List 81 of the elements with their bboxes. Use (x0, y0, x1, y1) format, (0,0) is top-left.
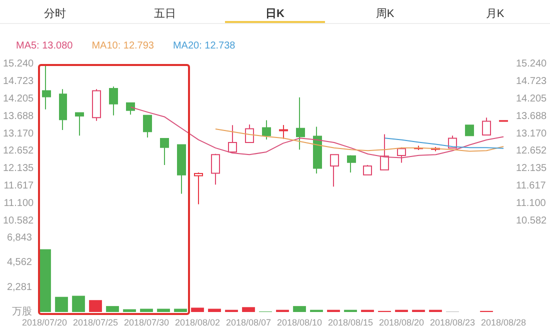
candlestick (143, 114, 152, 138)
candlestick (262, 120, 271, 140)
y-tick-label: 4,562 (6, 257, 32, 268)
y2-tick-label: 11.100 (516, 198, 546, 210)
y2-tick-label: 12.135 (516, 163, 548, 174)
y-tick-label: 6,843 (6, 232, 32, 244)
bar (140, 308, 153, 312)
candlestick (482, 117, 491, 136)
bar (293, 306, 306, 312)
x-tick-label: 2018/08/20 (378, 318, 424, 328)
bar (106, 306, 119, 312)
text: MA10: 12.793 (92, 40, 154, 52)
y-tick-label: 11.617 (4, 180, 34, 192)
candlestick (109, 86, 118, 116)
candlestick (126, 102, 135, 116)
line-series (384, 138, 504, 149)
y-tick-label: 2,281 (6, 282, 32, 293)
x-tick-label: 2018/07/25 (72, 318, 118, 328)
candlestick (363, 164, 372, 176)
y-tick-label: 15.240 (2, 58, 34, 70)
candlestick (92, 88, 101, 122)
bar (242, 307, 255, 312)
y-tick-label: 14.205 (2, 93, 34, 104)
y-tick-label: 10.582 (2, 216, 34, 226)
bar (89, 300, 102, 312)
x-tick-label: 2018/08/02 (174, 318, 220, 328)
y-tick-label: 12.652 (2, 146, 34, 157)
text: 分时 (44, 8, 66, 20)
y-tick-label: 12.135 (2, 163, 34, 174)
x-tick-label: 2018/08/15 (328, 318, 374, 328)
bar (174, 308, 187, 312)
candlestick (177, 144, 186, 194)
candlestick (330, 154, 339, 188)
text: 日K (266, 8, 284, 20)
bar (123, 309, 136, 312)
candlestick (296, 96, 305, 150)
text: MA5: 13.080 (16, 40, 74, 52)
text: 五日 (154, 8, 176, 20)
x-tick-label: 2018/08/10 (276, 318, 322, 328)
candlestick (75, 112, 84, 136)
y-tick-label: 13.688 (2, 110, 34, 122)
text: 月K (486, 8, 504, 20)
y2-tick-label: 14.723 (516, 76, 548, 87)
candlestick (380, 134, 389, 170)
candlestick (42, 64, 51, 110)
y-tick-label: 11.100 (4, 198, 34, 210)
candlestick (160, 138, 169, 166)
candlestick (465, 124, 474, 136)
x-tick-label: 2018/08/23 (430, 318, 476, 328)
text: 周K (376, 8, 394, 20)
y2-tick-label: 13.688 (516, 110, 548, 122)
candlestick (245, 124, 254, 143)
bar (208, 308, 221, 312)
y2-tick-label: 15.240 (516, 58, 548, 70)
y-tick-label: 万股 (12, 306, 32, 318)
line-series (214, 128, 504, 152)
bar (72, 296, 85, 312)
y2-tick-label: 11.617 (516, 180, 546, 192)
y2-tick-label: 14.205 (516, 93, 548, 104)
line-series (130, 106, 504, 158)
candlestick (211, 153, 220, 186)
candlestick (347, 154, 356, 174)
candlestick (228, 124, 237, 152)
x-tick-label: 2018/08/28 (480, 318, 526, 328)
bar (191, 308, 204, 312)
x-tick-label: 2018/08/07 (226, 318, 272, 328)
y2-tick-label: 12.652 (516, 146, 548, 157)
candlestick (397, 146, 406, 164)
x-tick-label: 2018/07/30 (124, 318, 170, 328)
bar (55, 296, 68, 312)
y2-tick-label: 13.170 (516, 128, 548, 140)
y2-tick-label: 10.582 (516, 216, 548, 226)
bar (157, 308, 170, 312)
y-tick-label: 13.170 (2, 128, 34, 140)
candlestick (194, 172, 203, 205)
candlestick (279, 124, 288, 140)
candlestick (313, 126, 322, 174)
text: MA20: 12.738 (172, 40, 236, 52)
candlestick (59, 88, 67, 131)
x-tick-label: 2018/07/20 (22, 318, 68, 328)
y-tick-label: 14.723 (2, 76, 34, 87)
